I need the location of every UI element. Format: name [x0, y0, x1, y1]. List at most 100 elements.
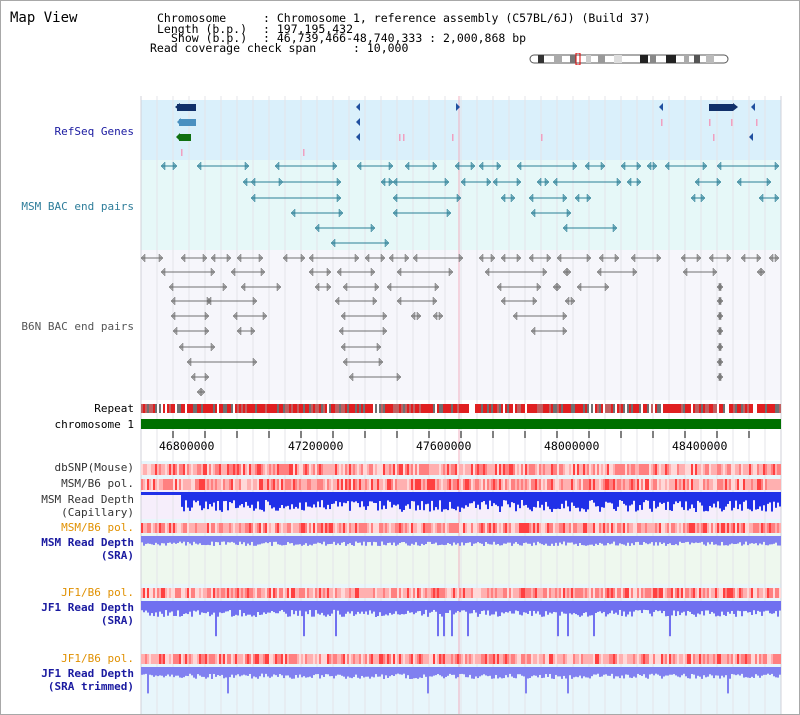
polymorphism-block	[661, 523, 663, 533]
polymorphism-block	[541, 479, 543, 490]
depth-bar	[463, 667, 465, 675]
depth-bar	[143, 492, 145, 495]
polymorphism-block	[521, 654, 523, 664]
depth-bar	[291, 667, 293, 679]
polymorphism-block	[495, 479, 497, 490]
polymorphism-block	[497, 464, 499, 475]
polymorphism-block	[747, 654, 749, 664]
depth-bar	[473, 492, 475, 502]
polymorphism-block	[721, 654, 723, 664]
polymorphism-block	[385, 588, 387, 598]
polymorphism-block	[219, 479, 221, 490]
depth-bar	[185, 601, 187, 614]
repeat-block	[745, 404, 747, 413]
polymorphism-block	[619, 654, 621, 664]
polymorphism-block	[233, 479, 235, 490]
depth-bar	[557, 667, 559, 677]
polymorphism-block	[753, 464, 755, 475]
depth-bar	[211, 601, 213, 615]
polymorphism-block	[725, 523, 727, 533]
depth-bar	[331, 492, 333, 505]
depth-bar	[615, 601, 617, 613]
bac-end-marker	[566, 208, 572, 218]
polymorphism-block	[179, 654, 181, 664]
polymorphism-block	[349, 479, 351, 490]
polymorphism-block	[711, 479, 713, 490]
polymorphism-block	[371, 464, 373, 475]
depth-bar	[563, 601, 565, 614]
polymorphism-block	[507, 588, 509, 598]
depth-bar	[189, 601, 191, 612]
depth-bar	[461, 667, 463, 674]
polymorphism-block	[163, 654, 165, 664]
repeat-block	[597, 404, 599, 413]
polymorphism-block	[245, 654, 247, 664]
depth-bar	[569, 492, 571, 512]
polymorphism-block	[233, 523, 235, 533]
polymorphism-block	[145, 523, 147, 533]
polymorphism-block	[299, 523, 301, 533]
polymorphism-block	[365, 479, 367, 490]
polymorphism-block	[221, 654, 223, 664]
depth-bar	[191, 492, 193, 508]
depth-bar	[499, 492, 501, 512]
depth-bar	[203, 601, 205, 613]
bac-end-marker	[574, 193, 580, 203]
polymorphism-block	[427, 523, 429, 533]
depth-bar	[593, 536, 595, 546]
depth-bar	[207, 667, 209, 678]
polymorphism-block	[383, 588, 385, 598]
bac-end-marker	[372, 296, 378, 306]
polymorphism-block	[741, 588, 743, 598]
polymorphism-block	[231, 654, 233, 664]
depth-bar	[709, 536, 711, 545]
depth-bar	[653, 667, 655, 676]
depth-bar	[677, 667, 679, 677]
depth-bar	[601, 536, 603, 544]
polymorphism-block	[691, 588, 693, 598]
polymorphism-block	[185, 588, 187, 598]
depth-bar	[665, 601, 667, 617]
polymorphism-block	[255, 654, 257, 664]
polymorphism-block	[407, 479, 409, 490]
bac-end-marker	[250, 326, 256, 336]
repeat-block	[167, 404, 169, 413]
depth-bar	[313, 601, 315, 617]
depth-bar	[197, 492, 199, 501]
polymorphism-block	[725, 588, 727, 598]
depth-bar	[755, 536, 757, 544]
depth-bar	[157, 601, 159, 617]
chromosome-ideogram[interactable]	[528, 53, 731, 65]
polymorphism-block	[651, 523, 653, 533]
polymorphism-block	[741, 654, 743, 664]
track-label-b6n-bac: B6N BAC end pairs	[21, 320, 134, 333]
polymorphism-block	[311, 523, 313, 533]
polymorphism-block	[213, 464, 215, 475]
polymorphism-block	[267, 464, 269, 475]
depth-bar	[193, 601, 195, 611]
depth-bar	[161, 536, 163, 544]
depth-bar	[175, 601, 177, 616]
polymorphism-block	[185, 523, 187, 533]
depth-bar	[469, 667, 471, 675]
polymorphism-block	[741, 464, 743, 475]
polymorphism-block	[675, 464, 677, 475]
depth-bar	[421, 601, 423, 616]
polymorphism-block	[667, 479, 669, 490]
polymorphism-block	[575, 588, 577, 598]
polymorphism-block	[575, 654, 577, 664]
depth-bar	[207, 536, 209, 545]
depth-bar	[539, 492, 541, 508]
polymorphism-block	[203, 523, 205, 533]
depth-bar	[713, 536, 715, 545]
polymorphism-block	[199, 588, 201, 598]
bac-end-marker	[210, 342, 216, 352]
bac-end-marker	[576, 282, 582, 292]
depth-bar	[479, 667, 481, 677]
depth-bar	[235, 601, 237, 615]
depth-bar	[459, 601, 461, 613]
polymorphism-block	[271, 464, 273, 475]
depth-bar	[503, 601, 505, 614]
polymorphism-block	[417, 523, 419, 533]
